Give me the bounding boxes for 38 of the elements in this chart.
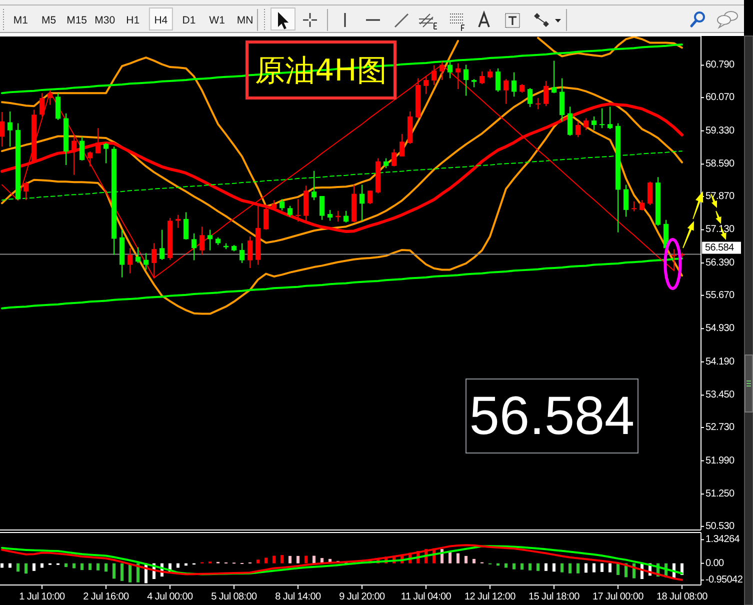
x-tick-label: 9 Jul 20:00 [339,592,386,602]
ref-line-label: 56.584 [705,242,735,254]
x-tick-label: 17 Jul 00:00 [592,592,644,602]
text: M15 [66,14,88,26]
y-tick-label: 60.790 [706,60,736,71]
x-tick-label: 11 Jul 04:00 [400,592,452,602]
y-tick-label: 60.070 [706,92,736,104]
x-tick-label: 8 Jul 14:00 [275,592,322,602]
y-tick-label: 56.390 [706,257,736,268]
y-tick-label: 54.930 [706,323,736,334]
x-tick-label: 15 Jul 18:00 [528,592,580,602]
x-tick-label: 4 Jul 00:00 [147,592,194,602]
y-tick-label: 53.450 [706,390,736,401]
y-tick-label: 58.590 [706,158,736,170]
text: W1 [209,14,226,26]
y-tick-label: 50.530 [706,520,736,532]
text: M1 [13,14,28,26]
x-tick-label: 5 Jul 08:00 [211,592,258,602]
text: M30 [94,14,116,26]
text: MN [236,14,254,26]
y-tick-label: 51.250 [706,488,736,500]
text: D1 [182,14,196,26]
y-tick-label: 52.730 [706,422,736,434]
text: M5 [41,14,56,26]
y-tick-label: -0.95042 [706,574,744,586]
y-tick-label: 59.330 [706,125,736,136]
x-tick-label: 18 Jul 08:00 [656,592,708,602]
x-tick-label: 2 Jul 16:00 [83,592,130,602]
y-tick-label: 1.34264 [706,534,740,546]
y-tick-label: 55.670 [706,290,736,301]
y-tick-label: 54.190 [706,356,736,368]
x-tick-label: 12 Jul 12:00 [464,592,516,602]
text: H4 [154,14,168,26]
y-tick-label: 51.990 [706,455,736,466]
y-tick-label: 0.00 [706,558,724,569]
x-tick-label: 1 Jul 10:00 [19,592,66,602]
annotation: 56.584 [469,386,635,446]
text: H1 [126,14,140,26]
